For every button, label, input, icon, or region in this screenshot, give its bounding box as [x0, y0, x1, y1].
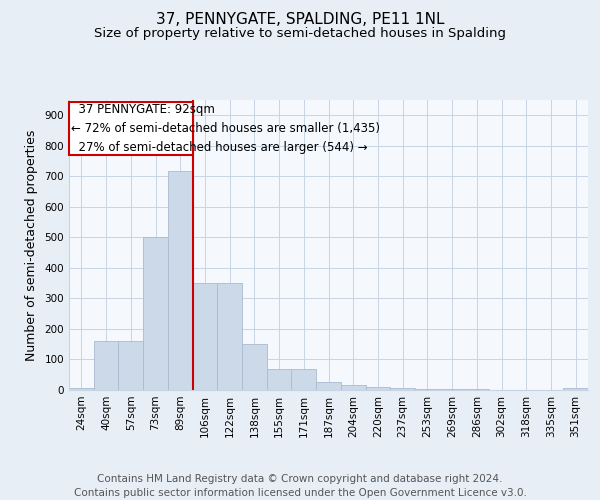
Bar — [94, 341, 118, 390]
Y-axis label: Number of semi-detached properties: Number of semi-detached properties — [25, 130, 38, 360]
Bar — [143, 238, 168, 390]
Bar — [242, 344, 267, 390]
Bar — [292, 368, 316, 390]
Bar — [415, 389, 440, 390]
Bar — [267, 368, 292, 390]
Text: 37 PENNYGATE: 92sqm
← 72% of semi-detached houses are smaller (1,435)
  27% of s: 37 PENNYGATE: 92sqm ← 72% of semi-detach… — [71, 102, 380, 154]
Bar — [341, 386, 365, 390]
Bar — [69, 388, 94, 390]
Text: Size of property relative to semi-detached houses in Spalding: Size of property relative to semi-detach… — [94, 28, 506, 40]
Bar — [365, 387, 390, 390]
Bar — [168, 171, 193, 390]
Bar — [193, 283, 217, 390]
Bar — [217, 283, 242, 390]
Bar — [118, 341, 143, 390]
Bar — [563, 388, 588, 390]
Bar — [390, 388, 415, 390]
Bar — [464, 389, 489, 390]
Bar — [440, 389, 464, 390]
Text: 37, PENNYGATE, SPALDING, PE11 1NL: 37, PENNYGATE, SPALDING, PE11 1NL — [156, 12, 444, 28]
Bar — [316, 382, 341, 390]
Bar — [69, 102, 193, 155]
Text: Contains HM Land Registry data © Crown copyright and database right 2024.
Contai: Contains HM Land Registry data © Crown c… — [74, 474, 526, 498]
